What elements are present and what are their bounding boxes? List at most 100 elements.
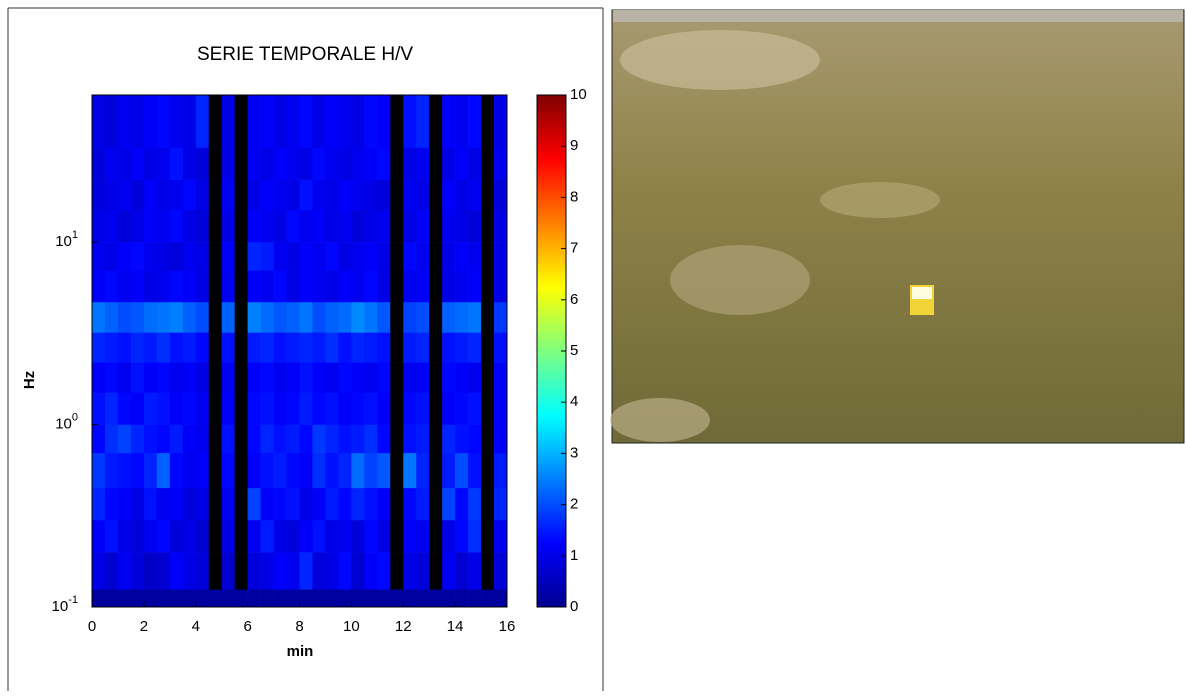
- heatmap-cell: [143, 552, 158, 590]
- heatmap-cell: [312, 179, 326, 211]
- heatmap-cell: [169, 392, 184, 425]
- heatmap-cell: [286, 95, 300, 148]
- heatmap-cell: [442, 552, 456, 590]
- no-data-cell: [481, 242, 495, 271]
- heatmap-cell: [195, 179, 210, 211]
- heatmap-cell: [247, 95, 261, 148]
- y-tick-exponent: -1: [68, 594, 78, 606]
- heatmap-cell: [182, 209, 197, 243]
- no-data-cell: [390, 362, 404, 393]
- heatmap-cell: [247, 362, 261, 393]
- y-tick-label: 100: [55, 411, 78, 432]
- heatmap-cell: [377, 392, 391, 425]
- heatmap-cell: [92, 301, 106, 333]
- heatmap-cell: [247, 209, 261, 243]
- no-data-cell: [208, 424, 222, 454]
- heatmap-cell: [325, 147, 339, 180]
- heatmap-cell: [182, 95, 197, 148]
- heatmap-cell: [377, 487, 391, 521]
- sensor-box-top: [912, 287, 932, 299]
- no-data-cell: [481, 362, 495, 393]
- y-tick-base: 10: [55, 233, 72, 250]
- colorbar-tick-label: 2: [570, 496, 578, 513]
- heatmap-cell: [117, 270, 132, 303]
- no-data-cell: [481, 487, 495, 521]
- heatmap-cell: [169, 270, 184, 303]
- heatmap-cell: [195, 392, 210, 425]
- heatmap-cell: [351, 95, 365, 148]
- heatmap-cell: [299, 95, 313, 148]
- heatmap-cell: [169, 95, 184, 148]
- heatmap-cell: [104, 209, 119, 243]
- heatmap-cell: [221, 179, 235, 211]
- heatmap-cell: [260, 362, 274, 393]
- x-tick-label: 12: [395, 618, 412, 635]
- heatmap-cell: [455, 424, 469, 454]
- heatmap-cell: [351, 487, 365, 521]
- heatmap-cell: [442, 487, 456, 521]
- heatmap-cell: [143, 95, 158, 148]
- heatmap-cell: [182, 332, 197, 363]
- heatmap-cell: [260, 392, 274, 425]
- heatmap-cell: [169, 424, 184, 454]
- heatmap-cell: [221, 270, 235, 303]
- heatmap-cell: [325, 301, 339, 333]
- heatmap-cell: [260, 179, 274, 211]
- heatmap-cell: [377, 332, 391, 363]
- heatmap-cell: [299, 242, 313, 271]
- heatmap-cell: [247, 147, 261, 180]
- heatmap-cell: [351, 519, 365, 553]
- no-data-cell: [481, 519, 495, 553]
- heatmap-cell: [481, 589, 495, 608]
- heatmap-cell: [416, 147, 430, 180]
- site-photo: [610, 9, 1185, 444]
- heatmap-cell: [351, 242, 365, 271]
- x-tick-label: 8: [295, 618, 303, 635]
- heatmap-cell: [104, 179, 119, 211]
- heatmap-cell: [169, 452, 184, 489]
- heatmap-cell: [247, 392, 261, 425]
- no-data-cell: [481, 424, 495, 454]
- heatmap-cell: [169, 209, 184, 243]
- heatmap-cell: [273, 392, 287, 425]
- heatmap-cell: [156, 392, 171, 425]
- heatmap-cell: [325, 487, 339, 521]
- heatmap-cell: [364, 392, 378, 425]
- heatmap-cell: [130, 242, 145, 271]
- heatmap-cell: [299, 209, 313, 243]
- heatmap-cell: [182, 589, 197, 608]
- heatmap-cell: [221, 362, 235, 393]
- heatmap-cell: [247, 424, 261, 454]
- heatmap-cell: [494, 209, 508, 243]
- heatmap-cell: [169, 362, 184, 393]
- heatmap-cell: [364, 270, 378, 303]
- heatmap-cell: [169, 519, 184, 553]
- heatmap-cell: [338, 424, 352, 454]
- heatmap-cell: [299, 301, 313, 333]
- heatmap-cell: [403, 452, 417, 489]
- heatmap-cell: [312, 362, 326, 393]
- heatmap-cell: [377, 589, 391, 608]
- heatmap-cell: [325, 552, 339, 590]
- heatmap-cell: [468, 301, 482, 333]
- heatmap-cell: [286, 519, 300, 553]
- heatmap-cell: [130, 270, 145, 303]
- heatmap-cell: [403, 147, 417, 180]
- heatmap-cell: [312, 392, 326, 425]
- left-panel: SERIE TEMPORALE H/V min Hz: [7, 7, 604, 691]
- heatmap-cell: [182, 552, 197, 590]
- heatmap-cell: [351, 392, 365, 425]
- no-data-cell: [208, 487, 222, 521]
- heatmap-cell: [299, 270, 313, 303]
- heatmap-cell: [92, 424, 106, 454]
- heatmap-cell: [143, 332, 158, 363]
- heatmap-cell: [338, 362, 352, 393]
- heatmap-cell: [468, 332, 482, 363]
- heatmap-cell: [455, 452, 469, 489]
- heatmap-cell: [143, 487, 158, 521]
- heatmap-cell: [92, 270, 106, 303]
- heatmap-cell: [195, 147, 210, 180]
- heatmap-cell: [442, 209, 456, 243]
- heatmap-cell: [221, 209, 235, 243]
